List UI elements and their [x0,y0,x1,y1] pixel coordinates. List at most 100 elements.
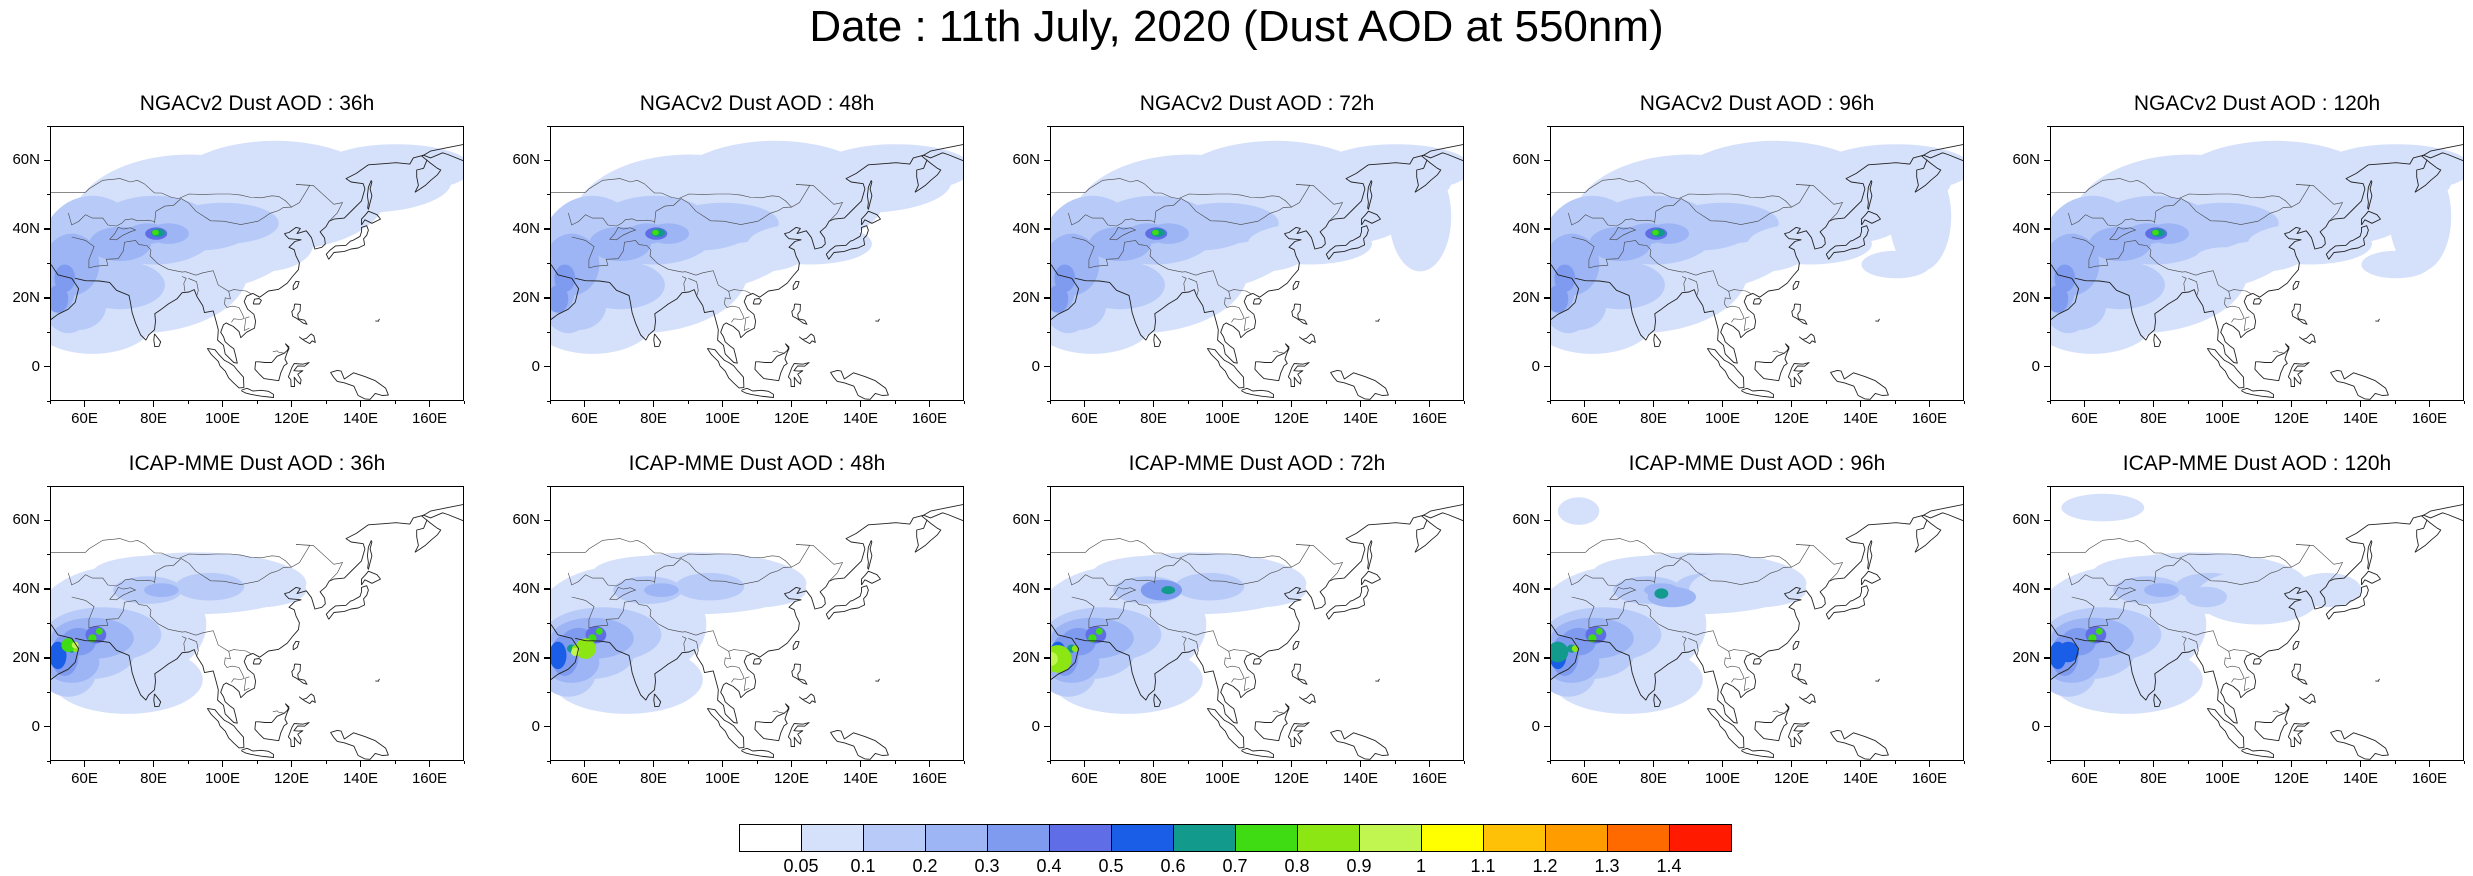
aod-region [1588,634,1597,643]
colorbar-label: 0.7 [1222,856,1248,876]
map-plot-area [550,486,964,761]
lon-tick-mark [1583,401,1586,407]
coastline [1875,678,1880,682]
lon-tick-mark [83,761,86,767]
lon-tick-label: 120E [1273,410,1310,427]
lon-tick-mark [2428,401,2431,407]
coastline [1051,624,1080,681]
lat-tick-mark [2044,297,2050,299]
borders [2051,538,2344,714]
coastline [252,658,262,665]
coastline [1706,347,1745,389]
lon-minor-tick [549,761,551,764]
country-border [2291,544,2344,582]
lon-tick-label: 160E [2411,410,2448,427]
coastline [2361,210,2381,226]
coastline [1791,663,1808,685]
lat-minor-tick [1047,623,1050,624]
country-border [2181,276,2187,292]
lat-minor-tick [2047,554,2050,556]
lon-minor-tick [1756,761,1758,764]
lon-tick-mark [583,761,586,767]
lon-minor-tick [894,401,896,404]
colorbar-swatch [1545,824,1608,852]
lon-tick-mark [2290,761,2293,767]
lon-minor-tick [2049,761,2051,764]
country-border [2109,587,2137,601]
lon-tick-mark [2359,401,2362,407]
aod-region [2185,586,2227,608]
coastline [1575,152,1963,364]
lat-minor-tick [1047,400,1050,402]
country-border [181,636,187,652]
lon-minor-tick [963,401,965,404]
coastline [914,504,963,553]
lat-tick-label: 20N [1512,648,1540,666]
coastline [798,333,816,345]
panel-title: ICAP-MME Dust AOD : 120h [2122,452,2392,475]
coastline [1366,540,1373,570]
lat-tick-label: 40N [1512,220,1540,238]
lon-minor-tick [394,401,396,404]
lon-tick-mark [790,761,793,767]
country-border [2071,596,2252,654]
lon-tick-mark [1359,761,1362,767]
lat-tick-label: 60N [1512,511,1540,529]
coastline [153,333,162,348]
aod-region [1051,652,1058,666]
country-border [51,178,179,199]
lon-tick-label: 120E [2273,410,2310,427]
map-panel-icap-mme-72h: ICAP-MME Dust AOD : 72h 60N 40N 20N 0 60E 80E 1… [1012,452,1465,787]
lat-minor-tick [2047,194,2050,196]
country-border [1154,193,1293,225]
lat-tick-label: 60N [12,511,40,529]
country-border [2068,212,2155,227]
lon-tick-mark [859,401,862,407]
lat-minor-tick [1047,331,1050,333]
lat-tick-label: 40N [512,220,540,238]
coastline [706,707,745,749]
country-border [2181,636,2187,652]
country-border [1109,227,1137,241]
lon-minor-tick [2187,401,2189,404]
coastline [241,387,274,398]
coastline [1241,747,1274,758]
aod-region [175,572,245,601]
lon-tick-label: 120E [1273,770,1310,787]
lat-tick-mark [2044,365,2050,368]
coastline [1330,369,1389,400]
country-border [724,291,745,323]
aod-region [1668,202,1779,244]
lon-tick-label: 80E [1140,770,1167,787]
lon-minor-tick [2463,401,2465,404]
map-plot-area [2050,126,2464,401]
lat-minor-tick [2047,263,2050,264]
colorbar-swatch [925,824,988,852]
lat-minor-tick [47,485,50,487]
coastline [1375,318,1380,322]
lon-tick-mark [1221,401,1224,407]
lon-tick-mark [721,401,724,407]
lon-minor-tick [1463,401,1465,404]
country-border [2154,193,2293,225]
aod-region [2152,229,2159,236]
country-border [1224,651,1245,683]
aod-region [1652,229,1659,236]
lat-tick-mark [44,725,50,728]
country-border [609,587,637,601]
coastline [2252,298,2262,305]
lat-minor-tick [1547,400,1550,402]
aod-region [61,638,76,652]
lon-minor-tick [256,401,258,404]
borders [2051,178,2344,354]
map-svg [551,140,963,400]
lat-tick-label: 20N [1512,288,1540,306]
lon-tick-mark [2221,761,2224,767]
lon-minor-tick [187,761,189,764]
colorbar-swatch [1111,824,1174,852]
lat-minor-tick [2047,400,2050,402]
country-border [681,276,687,292]
lat-minor-tick [2047,691,2050,693]
coastlines [551,504,963,760]
lat-minor-tick [1547,485,1550,487]
